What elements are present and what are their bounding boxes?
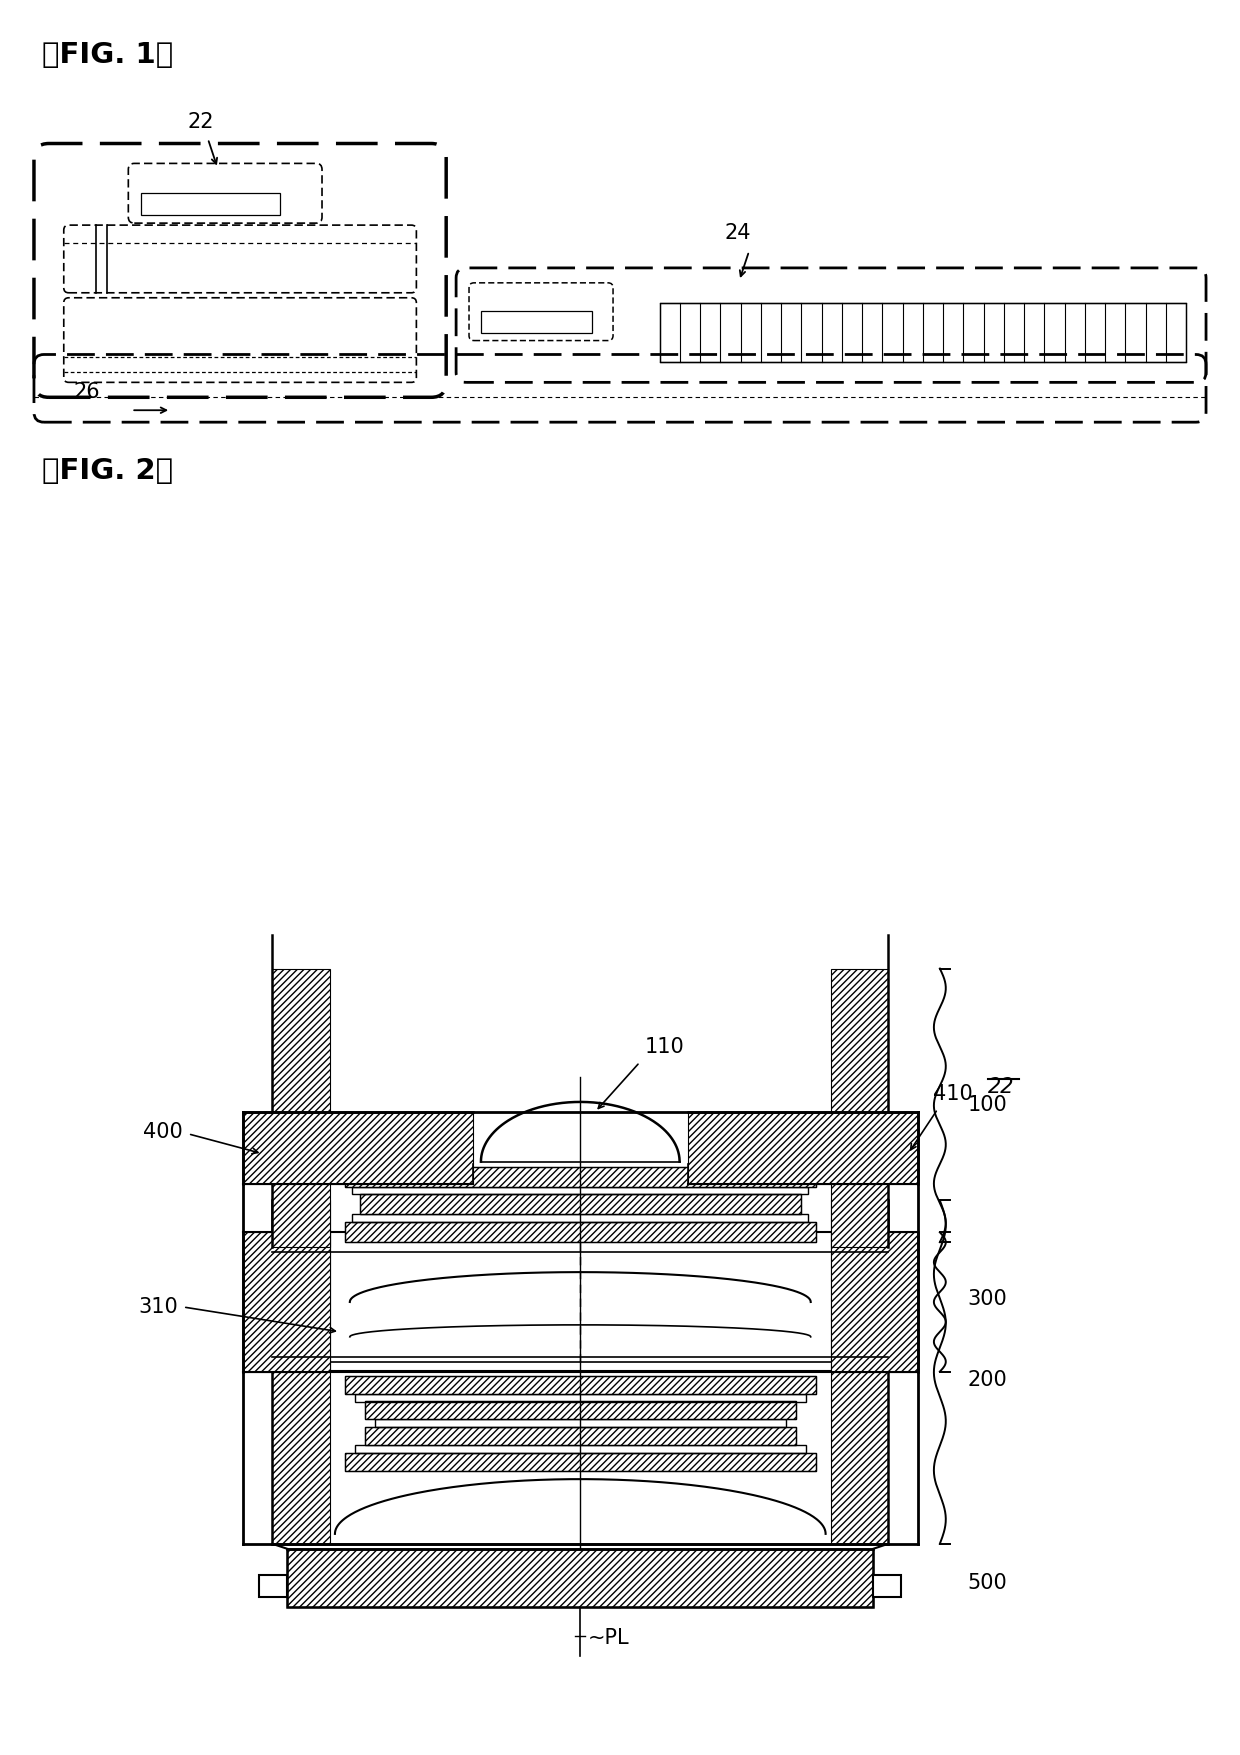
Text: 【FIG. 2】: 【FIG. 2】 bbox=[42, 456, 174, 484]
Text: 310: 310 bbox=[138, 1297, 179, 1316]
Text: 22: 22 bbox=[987, 1078, 1014, 1097]
Text: ~PL: ~PL bbox=[588, 1629, 630, 1648]
Bar bbox=[687, 1113, 918, 1183]
Bar bbox=[360, 1195, 801, 1214]
Bar bbox=[831, 969, 888, 1248]
Bar bbox=[345, 1167, 816, 1186]
Text: 100: 100 bbox=[967, 1095, 1007, 1116]
Bar bbox=[345, 1221, 816, 1243]
Bar bbox=[365, 1427, 796, 1446]
Bar bbox=[352, 1186, 807, 1195]
Bar bbox=[365, 1402, 796, 1420]
Bar bbox=[345, 1167, 816, 1186]
Text: 110: 110 bbox=[645, 1037, 684, 1057]
Bar bbox=[365, 1427, 796, 1446]
Text: 410: 410 bbox=[932, 1085, 972, 1104]
Bar bbox=[345, 1453, 816, 1471]
Text: 500: 500 bbox=[967, 1572, 1007, 1592]
Bar bbox=[360, 1195, 801, 1214]
Bar bbox=[374, 1420, 786, 1427]
Bar bbox=[355, 1393, 806, 1402]
Bar bbox=[243, 1232, 330, 1372]
Text: 22: 22 bbox=[188, 112, 215, 132]
Text: 200: 200 bbox=[967, 1369, 1007, 1390]
Bar bbox=[141, 193, 280, 216]
Text: 300: 300 bbox=[967, 1290, 1007, 1309]
Text: 26: 26 bbox=[73, 383, 100, 402]
Bar bbox=[259, 1574, 288, 1597]
Bar bbox=[481, 311, 593, 333]
Bar bbox=[345, 1376, 816, 1393]
Bar bbox=[355, 1446, 806, 1453]
Bar bbox=[365, 1402, 796, 1420]
Bar bbox=[273, 1200, 330, 1544]
Bar bbox=[352, 1214, 807, 1221]
Bar bbox=[831, 1200, 888, 1544]
Text: 400: 400 bbox=[143, 1121, 184, 1143]
Bar bbox=[288, 1550, 873, 1606]
Bar bbox=[273, 969, 330, 1248]
Bar bbox=[345, 1453, 816, 1471]
Bar bbox=[660, 304, 1187, 363]
Bar bbox=[345, 1376, 816, 1393]
Bar bbox=[288, 1550, 873, 1606]
Bar bbox=[873, 1574, 901, 1597]
Text: 24: 24 bbox=[724, 223, 750, 242]
Text: 【FIG. 1】: 【FIG. 1】 bbox=[42, 40, 174, 68]
Bar bbox=[243, 1113, 472, 1183]
Bar bbox=[345, 1221, 816, 1243]
Bar bbox=[831, 1232, 918, 1372]
